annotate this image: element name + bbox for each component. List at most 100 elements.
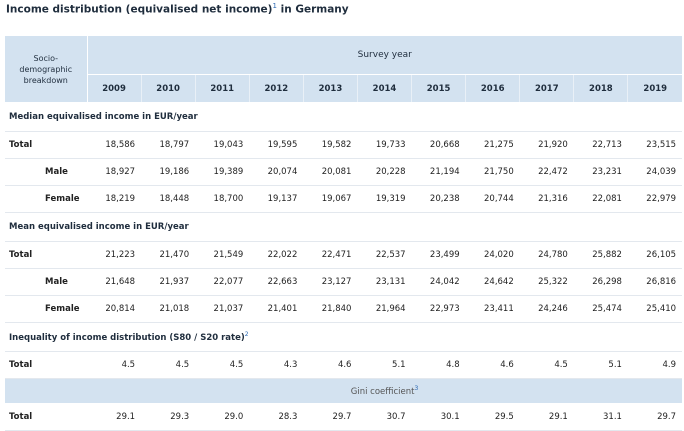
table-cell: 25,322 xyxy=(519,268,574,296)
table-cell: 18,797 xyxy=(141,131,196,159)
row-label: Female xyxy=(5,295,87,323)
table-cell: 29.7 xyxy=(627,403,683,431)
table-cell: 22,081 xyxy=(573,185,628,213)
table-cell: 24,780 xyxy=(519,241,574,269)
table-cell: 22,022 xyxy=(249,241,304,269)
table-cell: 26,816 xyxy=(627,268,683,296)
section-heading-text: Median equivalised income in EUR/year xyxy=(9,112,198,122)
gini-spacer xyxy=(5,378,87,404)
row-label: Total xyxy=(5,351,87,379)
table-cell: 23,411 xyxy=(465,295,520,323)
year-header-2017: 2017 xyxy=(519,74,574,103)
table-cell: 21,018 xyxy=(141,295,196,323)
table-cell: 21,648 xyxy=(87,268,142,296)
income-table: Socio- demographic breakdown Survey year… xyxy=(5,36,683,431)
year-header-2009: 2009 xyxy=(86,74,142,103)
table-cell: 29.1 xyxy=(519,403,574,431)
header-row-years: 2009 2010 2011 2012 2013 2014 2015 2016 2017 2018… xyxy=(5,74,683,103)
table-cell: 22,472 xyxy=(519,158,574,186)
table-cell: 26,298 xyxy=(573,268,628,296)
table-cell: 21,840 xyxy=(303,295,358,323)
table-cell: 19,733 xyxy=(357,131,412,159)
table-cell: 23,231 xyxy=(573,158,628,186)
table-row: Total 21,223 21,470 21,549 22,022 22,471 22,53… xyxy=(5,241,683,269)
table-cell: 24,246 xyxy=(519,295,574,323)
table-cell: 21,549 xyxy=(195,241,250,269)
row-label: Female xyxy=(5,185,87,213)
table-cell: 20,744 xyxy=(465,185,520,213)
table-cell: 4.5 xyxy=(195,351,250,379)
header-row-survey: Socio- demographic breakdown Survey year xyxy=(5,36,683,103)
footnote-link[interactable]: 3 xyxy=(414,385,419,393)
table-cell: 4.5 xyxy=(141,351,196,379)
table-cell: 18,448 xyxy=(141,185,196,213)
table-cell: 4.6 xyxy=(465,351,520,379)
table-row: Total 18,586 18,797 19,043 19,595 19,582 19,73… xyxy=(5,131,683,159)
year-header-2013: 2013 xyxy=(302,74,358,103)
breakdown-header: Socio- demographic breakdown xyxy=(5,36,88,103)
section-inequality: Inequality of income distribution (S80 /… xyxy=(5,322,683,352)
table-cell: 24,642 xyxy=(465,268,520,296)
table-cell: 21,750 xyxy=(465,158,520,186)
table-cell: 18,219 xyxy=(87,185,142,213)
table-cell: 21,401 xyxy=(249,295,304,323)
table-cell: 29.7 xyxy=(303,403,358,431)
row-label: Total xyxy=(5,131,87,159)
table-cell: 4.5 xyxy=(519,351,574,379)
table-cell: 20,074 xyxy=(249,158,304,186)
table-cell: 22,537 xyxy=(357,241,412,269)
section-heading-inequality: Inequality of income distribution (S80 /… xyxy=(5,322,683,352)
table-row: Female 18,219 18,448 18,700 19,137 19,067 19,3… xyxy=(5,185,683,213)
table-cell: 5.1 xyxy=(357,351,412,379)
table-cell: 30.1 xyxy=(411,403,466,431)
section-median: Median equivalised income in EUR/year xyxy=(5,102,683,132)
table-cell: 30.7 xyxy=(357,403,412,431)
survey-year-header: Survey year xyxy=(87,36,683,75)
table-cell: 21,937 xyxy=(141,268,196,296)
table-cell: 20,228 xyxy=(357,158,412,186)
table-cell: 23,131 xyxy=(357,268,412,296)
year-header-2016: 2016 xyxy=(465,74,520,103)
section-heading-mean: Mean equivalised income in EUR/year xyxy=(5,212,683,242)
table-cell: 22,979 xyxy=(627,185,683,213)
year-header-2011: 2011 xyxy=(194,74,250,103)
table-row: Total 4.5 4.5 4.5 4.3 4.6 5.1 4.8 4.6 4.5 5.1 4.9 xyxy=(5,351,683,379)
table-cell: 29.0 xyxy=(195,403,250,431)
table-cell: 19,389 xyxy=(195,158,250,186)
table-cell: 22,471 xyxy=(303,241,358,269)
table-cell: 31.1 xyxy=(573,403,628,431)
table-cell: 29.3 xyxy=(141,403,196,431)
table-cell: 18,700 xyxy=(195,185,250,213)
year-header-2018: 2018 xyxy=(573,74,628,103)
footnote-link[interactable]: 2 xyxy=(244,331,249,339)
table-cell: 21,223 xyxy=(87,241,142,269)
table-cell: 21,470 xyxy=(141,241,196,269)
table-cell: 21,964 xyxy=(357,295,412,323)
table-cell: 21,194 xyxy=(411,158,466,186)
table-cell: 19,319 xyxy=(357,185,412,213)
table-row: Male 18,927 19,186 19,389 20,074 20,081 20,228… xyxy=(5,158,683,186)
table-cell: 19,067 xyxy=(303,185,358,213)
section-heading-median: Median equivalised income in EUR/year xyxy=(5,102,683,132)
table-cell: 24,020 xyxy=(465,241,520,269)
corner-line-1: Socio- xyxy=(33,53,59,63)
table-cell: 20,814 xyxy=(87,295,142,323)
page-title: Income distribution (equivalised net inc… xyxy=(6,2,349,16)
table-cell: 23,515 xyxy=(627,131,683,159)
section-heading-gini: Gini coefficient3 xyxy=(87,378,683,404)
title-footnote[interactable]: 1 xyxy=(272,2,277,10)
table-cell: 4.5 xyxy=(87,351,142,379)
table-cell: 4.9 xyxy=(627,351,683,379)
row-label: Total xyxy=(5,403,87,431)
table-cell: 19,186 xyxy=(141,158,196,186)
year-header-2019: 2019 xyxy=(627,74,683,103)
table-cell: 4.8 xyxy=(411,351,466,379)
section-heading-text: Mean equivalised income in EUR/year xyxy=(9,222,189,232)
table-cell: 23,127 xyxy=(303,268,358,296)
table-cell: 22,663 xyxy=(249,268,304,296)
year-header-2015: 2015 xyxy=(411,74,466,103)
table-cell: 19,582 xyxy=(303,131,358,159)
table-cell: 22,077 xyxy=(195,268,250,296)
row-label: Male xyxy=(5,158,87,186)
year-header-2012: 2012 xyxy=(248,74,304,103)
